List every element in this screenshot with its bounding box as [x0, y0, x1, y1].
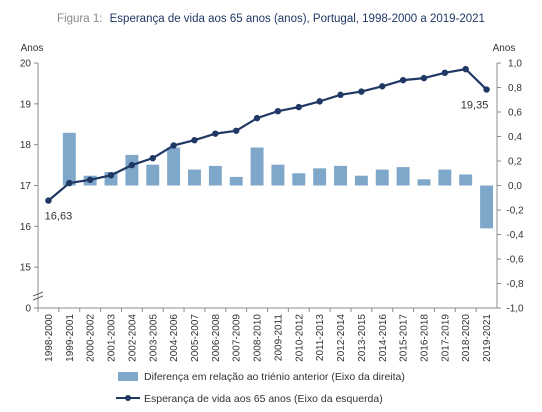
point-2013-2015	[358, 88, 365, 95]
point-2019-2021	[483, 86, 490, 93]
chart-title-prefix: Figura 1:	[57, 13, 102, 25]
point-1998-2000	[45, 197, 52, 204]
axis-break-mark	[32, 295, 44, 301]
point-2012-2014	[337, 91, 344, 99]
bar-2018-2020	[459, 174, 473, 186]
x-tick-label: 2001-2003	[107, 314, 118, 362]
bar-2006-2008	[208, 165, 222, 186]
axis-break-mark	[32, 291, 44, 297]
x-tick-label: 2012-2014	[336, 314, 347, 362]
x-tick-label: 2006-2008	[211, 314, 222, 362]
point-2017-2019	[441, 69, 449, 77]
bar-2007-2009	[229, 176, 243, 186]
bar-2005-2007	[188, 169, 201, 186]
x-tick-label: 2000-2002	[86, 314, 97, 362]
right-tick-label: 1,0	[508, 59, 522, 70]
right-tick-label: 0,4	[508, 132, 522, 143]
point-2015-2017	[399, 76, 407, 84]
bar-2019-2021	[480, 185, 494, 229]
x-tick-label: 2016-2018	[419, 314, 430, 362]
point-2016-2018	[420, 74, 428, 82]
right-tick-label: -1,0	[506, 304, 524, 315]
point-2008-2010	[253, 114, 261, 122]
bar-2002-2004	[125, 154, 139, 186]
x-tick-label: 2008-2010	[253, 314, 264, 362]
left-tick-label: 17	[20, 181, 32, 192]
right-tick-label: 0,2	[508, 157, 522, 168]
bar-2013-2015	[354, 175, 368, 186]
x-tick-label: 1999-2001	[65, 314, 76, 362]
life-expectancy-line	[47, 68, 488, 202]
point-2014-2016	[379, 83, 386, 90]
right-tick-label: -0,2	[506, 206, 524, 217]
right-tick-label: 0,8	[508, 83, 522, 94]
x-tick-label: 2015-2017	[399, 314, 410, 362]
left-axis-title: Anos	[21, 43, 44, 54]
right-axis-title: Anos	[493, 43, 516, 54]
point-2009-2011	[274, 107, 282, 115]
bar-2008-2010	[250, 147, 264, 186]
bar-2015-2017	[396, 167, 410, 186]
legend-bar-swatch	[118, 372, 138, 381]
point-2005-2007	[191, 136, 198, 144]
x-tick-label: 2005-2007	[190, 314, 201, 362]
x-tick-label: 2019-2021	[482, 314, 493, 362]
data-label-1998-2000: 16,63	[45, 211, 73, 223]
bar-2009-2011	[271, 164, 285, 186]
x-tick-label: 2014-2016	[378, 314, 389, 362]
bar-2017-2019	[438, 169, 452, 186]
x-tick-label: 2011-2013	[315, 314, 326, 362]
bar-2012-2014	[334, 165, 347, 186]
right-tick-label: -0,4	[506, 230, 524, 241]
legend-line-marker	[125, 395, 131, 401]
point-2006-2008	[212, 130, 219, 137]
plot-area: 20 19 18 17 16 15 0 1,0 0,8 0,6 0,4 0,2 0,0 -0,2 -0,4 -…	[20, 59, 524, 362]
point-1999-2001	[66, 179, 73, 187]
bar-2003-2005	[146, 164, 160, 186]
point-2011-2013	[316, 98, 323, 105]
point-2002-2004	[128, 161, 136, 169]
x-tick-label: 1998-2000	[44, 314, 55, 362]
left-tick-label: 19	[20, 99, 32, 110]
point-2000-2002	[86, 176, 94, 183]
bar-2004-2006	[167, 147, 181, 186]
x-tick-label: 2009-2011	[273, 314, 284, 362]
x-tick-label: 2002-2004	[127, 314, 138, 362]
chart-title: Figura 1: Esperança de vida aos 65 anos …	[57, 13, 485, 25]
x-tick-label: 2003-2005	[148, 314, 159, 362]
legend-bar-label: Diferença em relação ao triénio anterior…	[144, 371, 405, 383]
bar-2016-2018	[417, 179, 431, 186]
right-tick-label: 0,0	[508, 181, 522, 192]
x-tick-label: 2007-2009	[232, 314, 243, 362]
legend: Diferença em relação ao triénio anterior…	[116, 371, 405, 405]
point-2010-2012	[295, 103, 302, 111]
legend-line-label: Esperança de vida aos 65 anos (Eixo da e…	[144, 393, 383, 405]
right-tick-label: -0,8	[506, 279, 524, 290]
point-2003-2005	[149, 154, 156, 162]
left-tick-label: 0	[25, 304, 31, 315]
left-tick-label: 18	[20, 140, 32, 151]
data-label-2019-2021: 19,35	[461, 100, 489, 112]
left-tick-label: 15	[20, 263, 32, 274]
x-tick-label: 2018-2020	[461, 314, 472, 362]
chart-title-text: Esperança de vida aos 65 anos (anos), Po…	[110, 13, 485, 25]
bar-2010-2012	[292, 173, 306, 186]
point-2001-2003	[107, 172, 115, 179]
bar-1999-2001	[62, 132, 76, 186]
point-2007-2009	[233, 127, 240, 134]
x-tick-label: 2010-2012	[294, 314, 305, 362]
x-tick-label: 2017-2019	[440, 314, 451, 362]
x-tick-label: 2004-2006	[169, 314, 180, 362]
left-tick-label: 20	[20, 59, 32, 70]
x-tick-label: 2013-2015	[357, 314, 368, 362]
right-tick-label: -0,6	[506, 255, 524, 266]
left-tick-label: 16	[20, 222, 32, 233]
bar-2014-2016	[375, 169, 389, 186]
point-2018-2020	[462, 65, 469, 73]
bar-2011-2013	[313, 168, 327, 186]
right-tick-label: 0,6	[508, 108, 522, 119]
point-2004-2006	[170, 142, 177, 149]
